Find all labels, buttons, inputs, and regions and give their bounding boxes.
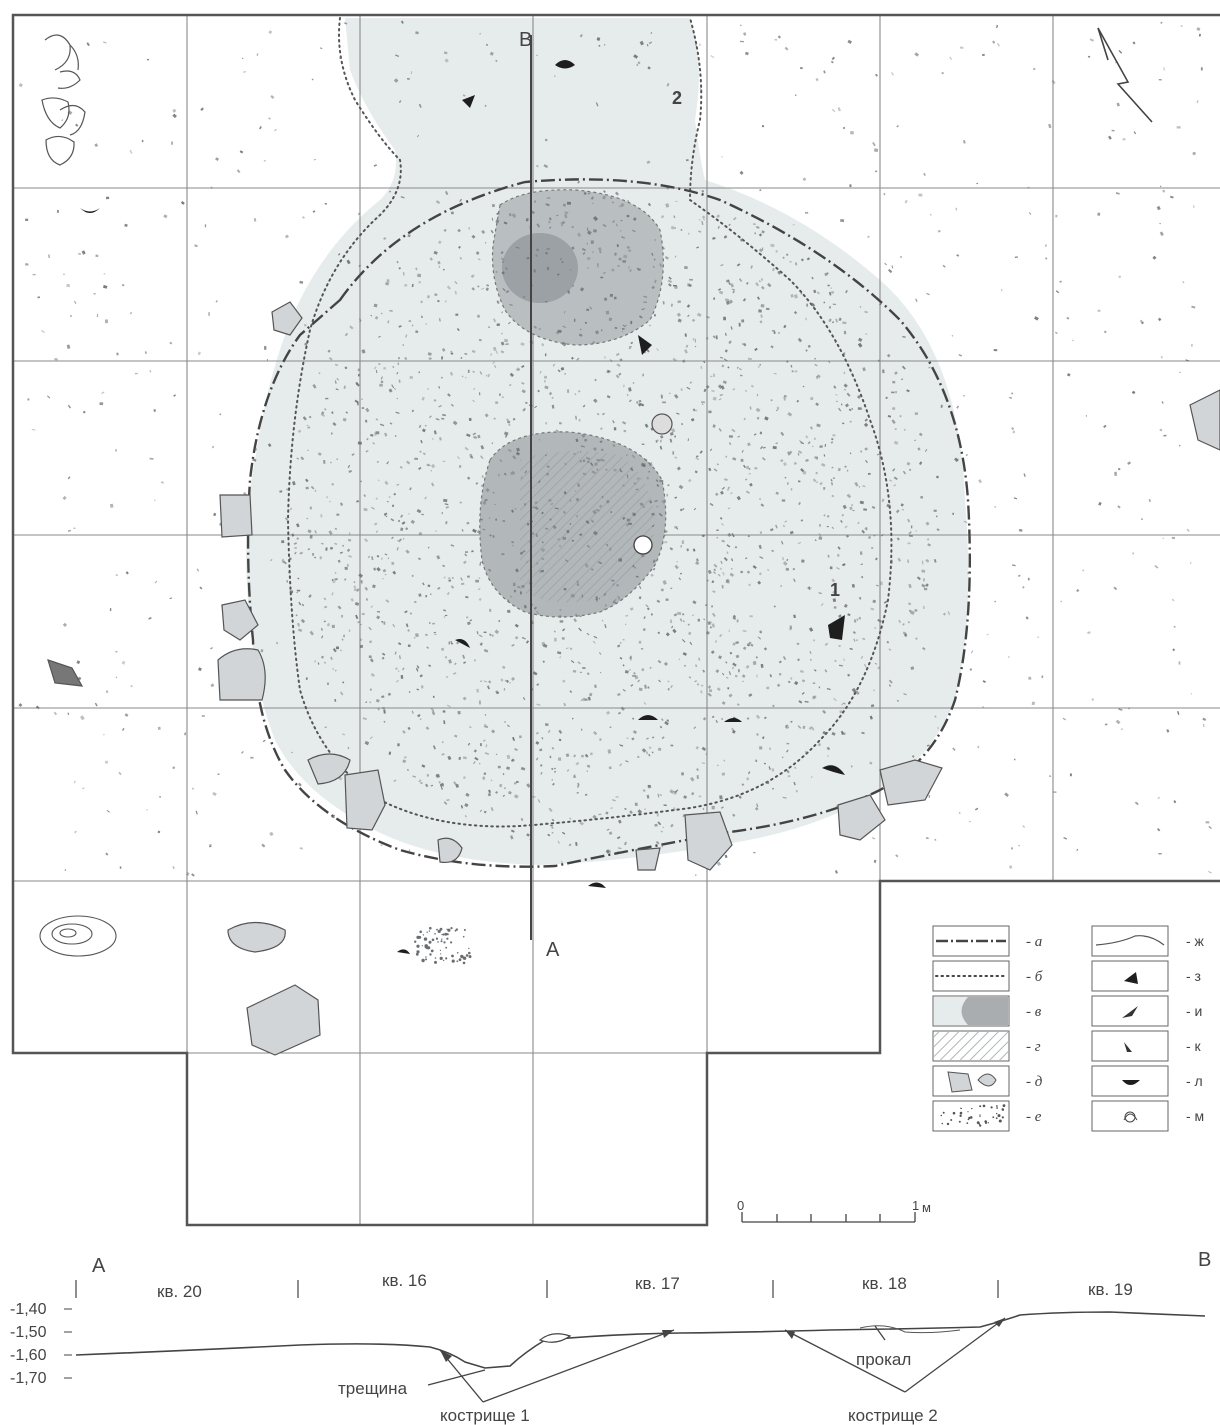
legend-label-b: - б [1026, 969, 1043, 985]
legend-icon-small-point [1124, 1042, 1132, 1052]
legend-label-i: - и [1186, 1003, 1202, 1019]
legend-label-a: - а [1026, 934, 1042, 950]
profile-burnt-layer [859, 1325, 961, 1334]
legend-icon-stones [947, 1071, 997, 1093]
legend-label-g: - г [1026, 1039, 1041, 1055]
feature-label-1: 1 [830, 580, 840, 600]
profile-section: А В кв. 20 кв. 16 кв. 17 кв. 18 кв. 19 -… [10, 1249, 1211, 1425]
profile-arrows [427, 1317, 1006, 1403]
legend: - а - б - в - г - д - е - ж - з - и - к … [932, 925, 1205, 1132]
feature-label-2: 2 [672, 88, 682, 108]
legend-label-k: - к [1186, 1038, 1202, 1054]
scale-zero: 0 [737, 1198, 744, 1213]
profile-square-17: кв. 17 [635, 1274, 680, 1293]
pit-contour [39, 915, 117, 957]
legend-label-v: - в [1026, 1004, 1042, 1020]
small-find [633, 535, 653, 555]
legend-icon-black-fragment [1124, 972, 1138, 984]
profile-arrowheads [440, 1318, 1005, 1362]
section-letter-a: А [546, 939, 560, 961]
profile-square-19: кв. 19 [1088, 1280, 1133, 1299]
stone-blocks [47, 301, 1220, 1056]
annotation-burnt: прокал [856, 1350, 911, 1369]
annotation-hearth-2: кострище 2 [848, 1406, 938, 1425]
scale-one: 1 [912, 1198, 919, 1213]
excavation-boundary [11, 13, 1220, 1227]
profile-letter-b: В [1198, 1249, 1211, 1271]
legend-icon-dark-fill [961, 997, 1008, 1025]
legend-label-d: - д [1026, 1074, 1043, 1090]
legend-icon-scatter [940, 1104, 1006, 1127]
profile-ground-line [75, 1311, 1206, 1369]
depth-label-140: -1,40 [10, 1301, 47, 1318]
legend-left [932, 925, 1010, 1132]
legend-label-e: - е [1026, 1109, 1042, 1125]
black-fragments [80, 60, 845, 954]
profile-letter-a: А [92, 1255, 106, 1277]
profile-burnt-lens [538, 1333, 572, 1343]
annotation-hearth-1: кострище 1 [440, 1406, 530, 1425]
profile-square-16: кв. 16 [382, 1271, 427, 1290]
profile-square-20: кв. 20 [157, 1282, 202, 1301]
legend-label-zh: - ж [1186, 933, 1205, 949]
section-letter-b: В [519, 29, 532, 51]
legend-icon-profile [1095, 935, 1165, 946]
annotation-crack: трещина [338, 1379, 408, 1398]
depth-label-150: -1,50 [10, 1324, 47, 1341]
legend-icon-half-circle [1122, 1080, 1140, 1085]
scale-bar [741, 1212, 916, 1223]
depth-label-160: -1,60 [10, 1347, 47, 1364]
legend-label-m: - м [1186, 1108, 1204, 1124]
profile-square-ticks [75, 1280, 999, 1298]
shell-cluster-icon [41, 34, 86, 166]
legend-icon-bone-point [1122, 1006, 1138, 1018]
scale-unit: м [922, 1200, 931, 1215]
legend-label-z: - з [1186, 968, 1201, 984]
depth-ticks [64, 1308, 72, 1379]
debris-scatter [18, 20, 1212, 965]
legend-right [1091, 925, 1169, 1132]
north-arrow-icon [1097, 27, 1153, 123]
legend-icon-hatch [934, 1032, 1008, 1060]
depth-label-170: -1,70 [10, 1370, 47, 1387]
small-find-2 [651, 413, 673, 435]
dotted-boundary [286, 17, 893, 828]
legend-label-l: - л [1186, 1073, 1203, 1089]
legend-icon-shell [1123, 1111, 1138, 1123]
hearth-1-hatch [520, 451, 655, 603]
profile-square-18: кв. 18 [862, 1274, 907, 1293]
hearth-2-core [502, 233, 578, 303]
